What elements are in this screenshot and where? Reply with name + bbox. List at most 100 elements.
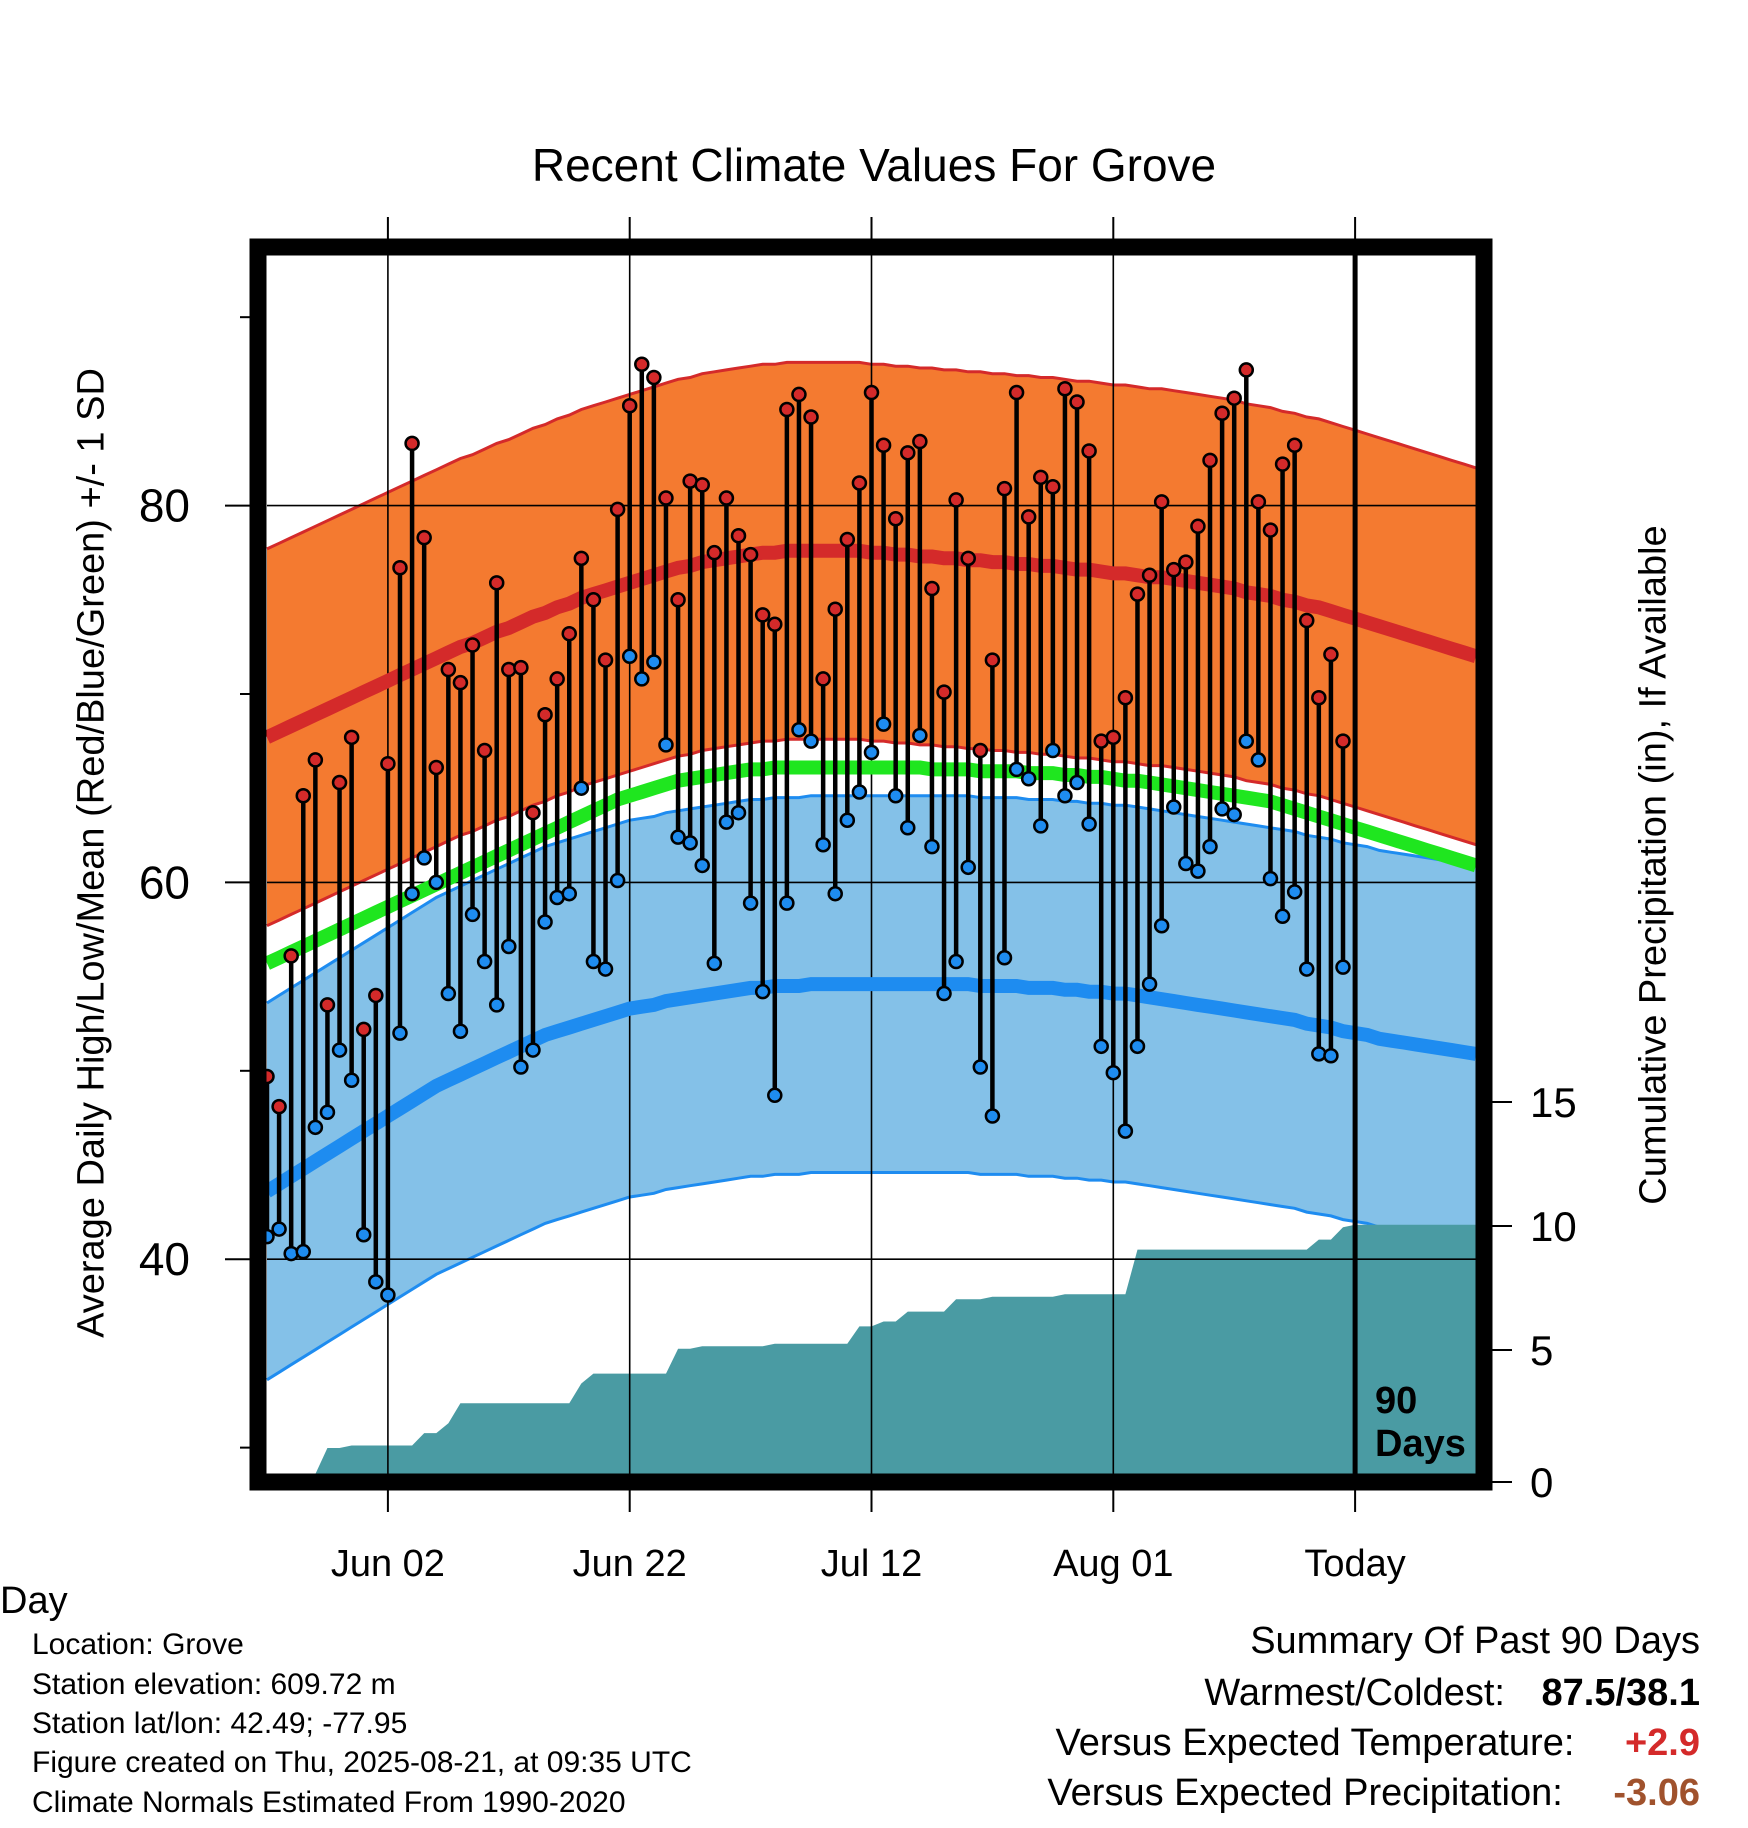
- daily-high-point: [1008, 384, 1025, 401]
- daily-high-point: [1202, 452, 1218, 469]
- daily-low-point: [658, 737, 674, 753]
- daily-high-point: [621, 397, 638, 414]
- y-tick-label: 80: [139, 480, 190, 532]
- daily-low-point: [1141, 976, 1158, 992]
- daily-low-point: [271, 1221, 287, 1237]
- daily-high-point: [803, 409, 819, 425]
- daily-high-point: [875, 437, 892, 454]
- daily-low-point: [634, 671, 650, 687]
- daily-high-point: [1262, 522, 1279, 538]
- plot-frame: [249, 238, 1493, 1491]
- daily-low-point: [1166, 799, 1182, 815]
- daily-high-point: [343, 729, 360, 746]
- normal-mean-line: [264, 760, 1479, 970]
- y2-tick-label: 15: [1530, 1079, 1577, 1126]
- daily-high-point: [706, 544, 723, 561]
- daily-low-point: [283, 1245, 299, 1262]
- daily-high-point: [585, 592, 602, 608]
- daily-high-point: [1238, 362, 1255, 378]
- daily-high-point: [525, 804, 541, 821]
- daily-low-point: [803, 733, 819, 749]
- daily-low-point: [887, 787, 904, 804]
- daily-high-point: [1274, 456, 1291, 472]
- daily-low-point: [1250, 752, 1267, 768]
- summary-warm-cold: Warmest/Coldest: 87.5/38.1: [1204, 1672, 1700, 1715]
- daily-high-point: [718, 490, 735, 506]
- daily-high-point: [1057, 381, 1073, 397]
- location-text: Location: Grove: [32, 1628, 244, 1661]
- daily-high-point: [464, 637, 481, 653]
- daily-low-point: [319, 1104, 336, 1121]
- daily-low-point: [561, 885, 577, 902]
- x-tick-label: Jun 02: [331, 1543, 445, 1585]
- precip-label: Versus Expected Precipitation:: [1047, 1772, 1563, 1814]
- daily-low-point: [839, 812, 856, 828]
- normal-low-line: [263, 977, 1478, 1198]
- chart-title: Recent Climate Values For Grove: [531, 139, 1217, 191]
- daily-high-point: [1190, 518, 1206, 535]
- daily-low-point: [1069, 774, 1085, 791]
- daily-low-point: [863, 744, 880, 761]
- daily-high-point: [283, 948, 299, 964]
- daily-high-point: [295, 787, 312, 804]
- daily-high-point: [1298, 612, 1315, 629]
- daily-high-point: [355, 1021, 372, 1038]
- daily-high-point: [900, 445, 916, 461]
- daily-observations: [259, 356, 1351, 1303]
- daily-high-point: [537, 706, 553, 723]
- daily-low-point: [1153, 917, 1170, 934]
- daily-low-point: [513, 1059, 529, 1075]
- daily-low-point: [1020, 771, 1037, 787]
- daily-high-point: [1335, 733, 1351, 749]
- x-tick-label: Today: [1304, 1543, 1405, 1585]
- daily-high-point: [924, 580, 940, 597]
- y2-axis-label: Cumulative Precipitation (in), If Availa…: [1632, 525, 1675, 1205]
- daily-high-point: [996, 480, 1013, 497]
- daily-high-point: [972, 742, 989, 759]
- daily-high-point: [863, 384, 880, 401]
- daily-low-point: [452, 1023, 469, 1039]
- daily-low-point: [875, 716, 892, 732]
- daily-low-point: [900, 820, 916, 836]
- daily-low-point: [694, 857, 710, 874]
- daily-high-point: [1081, 443, 1097, 459]
- daily-low-point: [754, 983, 771, 1000]
- latlon-text: Station lat/lon: 42.49; -77.95: [32, 1707, 408, 1740]
- daily-low-point: [1117, 1123, 1134, 1139]
- daily-low-point: [742, 895, 759, 911]
- daily-high-point: [1226, 390, 1242, 406]
- daily-low-point: [1202, 838, 1218, 855]
- x-tick-label: Jul 12: [821, 1543, 922, 1585]
- daily-low-point: [585, 953, 602, 970]
- y-axis-label: Average Daily High/Low/Mean (Red/Blue/Gr…: [70, 368, 113, 1338]
- daily-high-point: [815, 671, 831, 687]
- daily-high-point: [767, 616, 783, 633]
- daily-low-point: [706, 955, 723, 972]
- daily-high-point: [670, 592, 686, 608]
- daily-low-point: [368, 1274, 384, 1290]
- daily-low-point: [501, 938, 517, 955]
- summary-temp: Versus Expected Temperature: +2.9: [1055, 1722, 1700, 1765]
- daily-low-point: [404, 885, 420, 902]
- daily-high-point: [271, 1098, 287, 1115]
- x-tick-label: Aug 01: [1053, 1543, 1173, 1585]
- axes: 40 60 80 0 5 10 15 Jun 02 Jun 22 Jul 12 Aug 01 Toda…: [139, 217, 1577, 1585]
- daily-low-point: [1057, 787, 1073, 804]
- daily-high-point: [960, 550, 976, 567]
- daily-high-point: [609, 501, 626, 518]
- x-tick-label: Jun 22: [573, 1543, 687, 1585]
- y2-tick-label: 5: [1530, 1327, 1553, 1374]
- daily-low-point: [440, 985, 457, 1002]
- daily-high-point: [1129, 586, 1146, 602]
- daily-low-point: [815, 836, 831, 853]
- daily-low-point: [912, 727, 928, 744]
- daily-low-point: [488, 997, 505, 1013]
- daily-high-point: [1117, 690, 1134, 706]
- daily-low-point: [646, 654, 662, 670]
- daily-high-point: [827, 601, 843, 617]
- daily-low-point: [476, 953, 493, 970]
- daily-low-point: [1311, 1046, 1327, 1062]
- normals-text: Climate Normals Estimated From 1990-2020: [32, 1786, 626, 1819]
- daily-low-point: [767, 1087, 783, 1104]
- daily-low-point: [948, 953, 964, 970]
